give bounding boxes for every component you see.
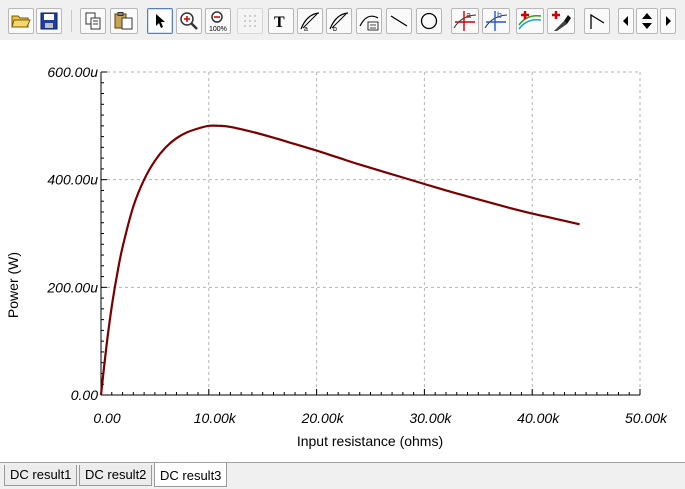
polyline-icon	[590, 13, 605, 29]
grid-button[interactable]	[237, 8, 263, 34]
scroll-right-icon	[666, 16, 671, 26]
tab-dc-result1[interactable]: DC result1	[4, 465, 78, 486]
y-tick-label: 600.00u	[47, 64, 98, 80]
x-tick-labels: 0.00 10.00k 20.00k 30.00k 40.00k 50.00k	[93, 410, 668, 426]
svg-text:a: a	[466, 10, 471, 20]
marker-a-button[interactable]: a	[451, 8, 479, 34]
copy-icon	[85, 12, 101, 30]
y-axis-label: Power (W)	[5, 252, 21, 318]
scroll-up-down-button[interactable]	[636, 8, 658, 34]
y-tick-label: 400.00u	[47, 172, 98, 188]
cursor-a-button[interactable]: a	[297, 8, 323, 34]
line-tool-icon	[390, 15, 408, 27]
x-tick-label: 50.00k	[625, 410, 668, 426]
plot-area[interactable]: 0.00 200.00u 400.00u 600.00u 0.00 10.00k 20.0…	[0, 40, 685, 462]
svg-text:b: b	[333, 26, 337, 32]
add-marker-icon	[552, 11, 571, 31]
text-tool-icon: T	[274, 14, 285, 30]
scroll-left-icon	[623, 16, 628, 26]
marker-b-icon: b	[484, 10, 508, 31]
zoom-100-button[interactable]: 100%	[205, 8, 231, 34]
y-tick-label: 200.00u	[46, 279, 98, 295]
svg-text:T: T	[274, 14, 285, 30]
zoom-in-button[interactable]	[176, 8, 202, 34]
scroll-left-button[interactable]	[618, 8, 634, 34]
y-tick-labels: 0.00 200.00u 400.00u 600.00u	[46, 64, 98, 403]
paste-icon	[114, 12, 133, 30]
x-tick-label: 40.00k	[517, 410, 560, 426]
curve-label-button[interactable]	[356, 8, 382, 34]
series-line	[99, 124, 580, 396]
zoom-in-icon	[180, 12, 198, 30]
cursor-a-icon: a	[300, 12, 320, 32]
select-button[interactable]	[147, 8, 173, 34]
scroll-right-button[interactable]	[660, 8, 676, 34]
x-tick-label: 0.00	[93, 410, 120, 426]
scroll-up-down-icon	[642, 13, 652, 29]
open-folder-icon	[11, 15, 31, 28]
text-tool-button[interactable]: T	[268, 8, 294, 34]
line-tool-button[interactable]	[386, 8, 412, 34]
circle-tool-button[interactable]	[416, 8, 442, 34]
grid-lines	[101, 71, 641, 395]
copy-button[interactable]	[80, 8, 106, 34]
chart: 0.00 200.00u 400.00u 600.00u 0.00 10.00k 20.0…	[5, 64, 668, 449]
grid-dots-icon	[244, 15, 256, 27]
x-tick-label: 10.00k	[194, 410, 237, 426]
toolbar: 100% T a b	[0, 0, 685, 40]
x-tick-label: 20.00k	[301, 410, 345, 426]
x-tick-label: 30.00k	[409, 410, 452, 426]
add-curve-icon	[518, 11, 542, 30]
open-button[interactable]	[8, 8, 34, 34]
polyline-button[interactable]	[584, 8, 610, 34]
svg-text:b: b	[497, 10, 502, 20]
curve-label-icon	[359, 15, 379, 31]
add-curve-button[interactable]	[516, 8, 544, 34]
tab-dc-result3[interactable]: DC result3	[154, 463, 228, 487]
svg-text:a: a	[304, 26, 308, 32]
y-tick-label: 0.00	[71, 387, 98, 403]
zoom-100-icon: 100%	[209, 11, 227, 32]
svg-text:100%: 100%	[209, 26, 227, 32]
circle-tool-icon	[420, 12, 438, 30]
paste-button[interactable]	[110, 8, 138, 34]
save-disk-icon	[40, 12, 58, 30]
result-tabs: DC result1 DC result2 DC result3	[0, 462, 685, 489]
marker-b-button[interactable]: b	[482, 8, 510, 34]
pointer-arrow-icon	[156, 14, 165, 28]
axes	[100, 71, 641, 396]
x-axis-label: Input resistance (ohms)	[297, 433, 443, 449]
marker-a-icon: a	[453, 10, 477, 31]
cursor-b-button[interactable]: b	[326, 8, 352, 34]
save-button[interactable]	[36, 8, 62, 34]
add-marker-button[interactable]	[547, 8, 575, 34]
tab-dc-result2[interactable]: DC result2	[79, 465, 153, 486]
cursor-b-icon: b	[329, 12, 349, 32]
